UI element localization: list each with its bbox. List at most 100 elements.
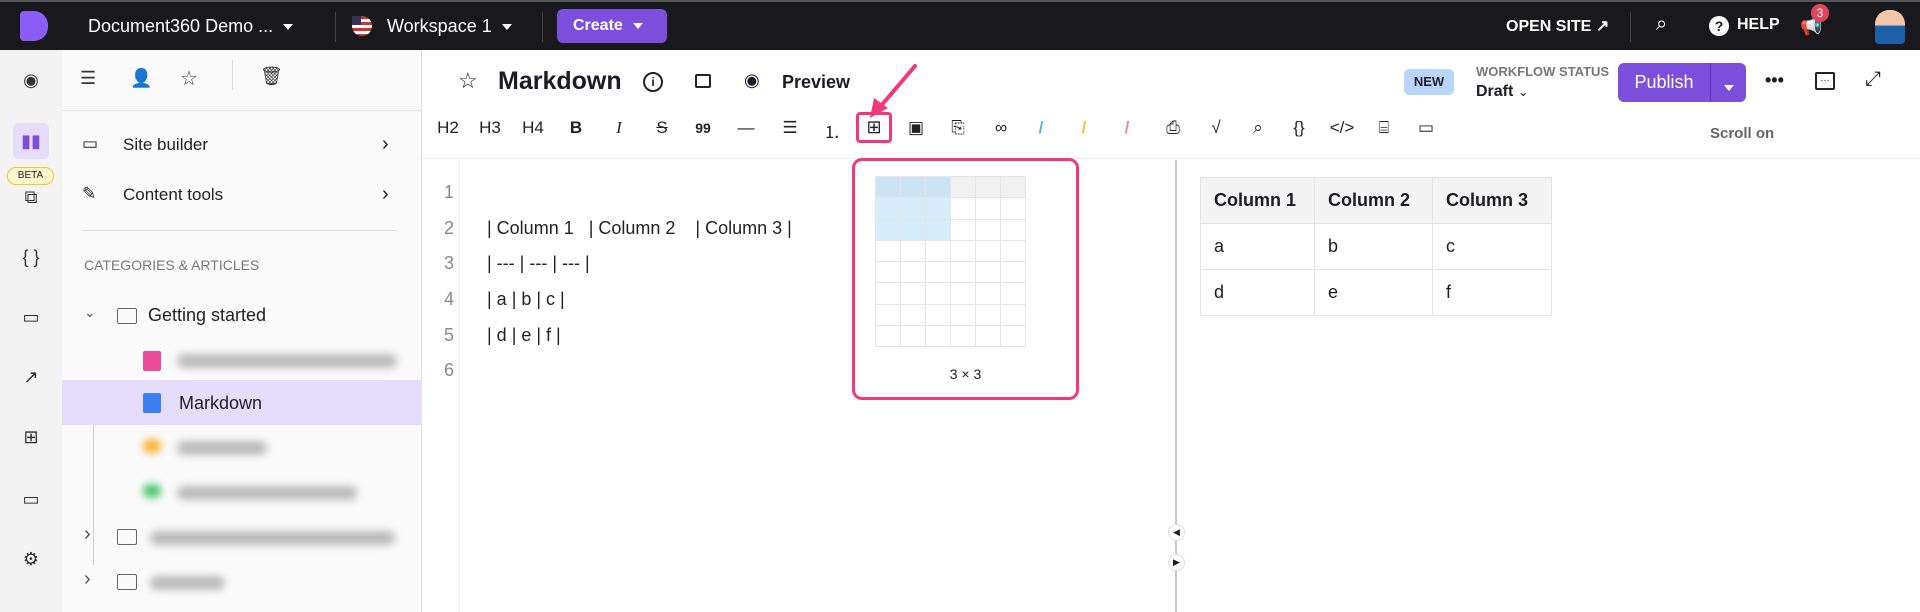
grid-cell[interactable] bbox=[901, 177, 926, 199]
grid-cell[interactable] bbox=[901, 326, 926, 348]
api-docs-icon[interactable]: ⧉ bbox=[24, 187, 38, 207]
scroll-sync-toggle[interactable]: Scroll on bbox=[1710, 125, 1775, 142]
dashboard-icon[interactable]: ◉ bbox=[23, 70, 39, 90]
grid-cell[interactable] bbox=[926, 240, 951, 263]
comment-icon[interactable]: … bbox=[1815, 72, 1835, 90]
user-check-icon[interactable]: 👤 bbox=[130, 68, 153, 88]
grid-cell[interactable] bbox=[926, 326, 951, 348]
import-file-icon[interactable]: ⎘ bbox=[951, 118, 965, 137]
site-builder-item[interactable]: ▭ Site builder › bbox=[62, 123, 422, 167]
grid-cell[interactable] bbox=[901, 240, 926, 263]
grid-cell[interactable] bbox=[1001, 326, 1026, 348]
expand-icon[interactable]: ⤢ bbox=[1865, 68, 1881, 90]
variable-icon[interactable]: {} bbox=[1293, 118, 1305, 137]
grid-cell[interactable] bbox=[976, 304, 1001, 327]
help-icon[interactable]: ? bbox=[1709, 16, 1729, 36]
more-options-icon[interactable]: ••• bbox=[1765, 70, 1784, 90]
create-button[interactable]: Create bbox=[557, 9, 667, 43]
grid-cell[interactable] bbox=[976, 283, 1001, 305]
publish-button[interactable]: Publish bbox=[1634, 72, 1694, 92]
grid-cell[interactable] bbox=[926, 198, 951, 220]
trash-icon[interactable]: 🗑 bbox=[260, 66, 283, 86]
grid-cell[interactable] bbox=[976, 219, 1001, 241]
video-icon[interactable]: ▭ bbox=[1417, 118, 1435, 137]
grid-cell[interactable] bbox=[976, 198, 1001, 220]
strikethrough-button[interactable]: S bbox=[656, 118, 668, 137]
grid-cell[interactable] bbox=[951, 304, 976, 327]
private-block-icon[interactable]: ⎙ bbox=[1166, 118, 1180, 137]
content-tools-item[interactable]: ✎ Content tools › bbox=[62, 173, 422, 217]
category-blurred[interactable]: › bbox=[62, 515, 422, 559]
heading3-button[interactable]: H3 bbox=[479, 118, 501, 137]
grid-cell[interactable] bbox=[951, 326, 976, 348]
grid-cell[interactable] bbox=[876, 326, 901, 348]
lock-icon[interactable] bbox=[695, 74, 711, 88]
settings-icon[interactable]: ⚙ bbox=[22, 549, 40, 569]
collapse-left-icon[interactable]: ◀ bbox=[1168, 524, 1185, 541]
heading4-button[interactable]: H4 bbox=[522, 118, 544, 137]
snippet-icon[interactable]: ⌸ bbox=[1378, 118, 1390, 137]
grid-cell[interactable] bbox=[926, 304, 951, 327]
preview-button[interactable]: Preview bbox=[782, 72, 851, 92]
code-line[interactable]: | --- | --- | --- | bbox=[487, 253, 590, 273]
yellow-highlight-icon[interactable]: / bbox=[1081, 118, 1087, 137]
pane-divider[interactable] bbox=[1175, 160, 1177, 612]
article-item-markdown[interactable]: Markdown bbox=[62, 380, 422, 425]
collapse-right-icon[interactable]: ▶ bbox=[1168, 554, 1185, 571]
grid-cell[interactable] bbox=[1001, 219, 1026, 241]
document360-logo[interactable] bbox=[20, 11, 48, 41]
grid-cell[interactable] bbox=[976, 262, 1001, 284]
file-search-icon[interactable]: ⌕ bbox=[1253, 118, 1263, 137]
grid-cell[interactable] bbox=[951, 219, 976, 241]
bulleted-list-icon[interactable]: ☰ bbox=[782, 118, 798, 137]
grid-cell[interactable] bbox=[1001, 262, 1026, 284]
star-icon[interactable]: ☆ bbox=[180, 68, 198, 90]
link-icon[interactable]: ∞ bbox=[994, 118, 1008, 137]
grid-cell[interactable] bbox=[901, 262, 926, 284]
grid-cell[interactable] bbox=[926, 177, 951, 199]
category-getting-started[interactable]: ⌄ Getting started bbox=[62, 294, 422, 338]
grid-cell[interactable] bbox=[1001, 283, 1026, 305]
bold-button[interactable]: B bbox=[569, 118, 583, 137]
grid-cell[interactable] bbox=[1001, 198, 1026, 220]
grid-cell[interactable] bbox=[876, 262, 901, 284]
grid-cell[interactable] bbox=[926, 219, 951, 241]
code-line[interactable]: | a | b | c | bbox=[487, 289, 565, 309]
article-title[interactable]: Markdown bbox=[498, 67, 622, 95]
code-line[interactable]: | Column 1 | Column 2 | Column 3 | bbox=[487, 218, 792, 238]
grid-cell[interactable] bbox=[951, 198, 976, 220]
info-icon[interactable]: i bbox=[643, 72, 663, 92]
help-link[interactable]: HELP bbox=[1737, 16, 1780, 33]
documentation-icon[interactable]: ▮▮ bbox=[13, 123, 49, 159]
code-icon[interactable]: { } bbox=[22, 247, 40, 267]
feedback-icon[interactable]: ▭ bbox=[22, 307, 40, 327]
code-line[interactable]: | d | e | f | bbox=[487, 325, 561, 345]
grid-cell[interactable] bbox=[1001, 177, 1026, 199]
article-item-blurred[interactable] bbox=[62, 470, 422, 514]
grid-cell[interactable] bbox=[876, 304, 901, 327]
numbered-list-icon[interactable]: ⒈ bbox=[823, 123, 841, 142]
grid-cell[interactable] bbox=[951, 283, 976, 305]
grid-cell[interactable] bbox=[951, 240, 976, 263]
grid-cell[interactable] bbox=[951, 177, 976, 199]
article-item-blurred[interactable] bbox=[62, 425, 422, 469]
code-block-icon[interactable]: </> bbox=[1329, 118, 1355, 137]
quote-button[interactable]: 99 bbox=[695, 120, 711, 136]
math-icon[interactable]: √ bbox=[1211, 118, 1221, 137]
project-selector[interactable]: Document360 Demo ... bbox=[88, 16, 294, 37]
workflow-status-dropdown[interactable]: Draft ⌄ bbox=[1476, 83, 1529, 101]
checklist-icon[interactable]: ☰ bbox=[80, 68, 97, 88]
grid-cell[interactable] bbox=[976, 177, 1001, 199]
article-item-blurred[interactable] bbox=[62, 338, 422, 382]
image-icon[interactable]: ▣ bbox=[907, 118, 925, 137]
widget-icon[interactable]: ▭ bbox=[22, 489, 40, 509]
blue-highlight-icon[interactable]: / bbox=[1038, 118, 1044, 137]
workspace-selector[interactable]: Workspace 1 bbox=[387, 16, 512, 37]
italic-button[interactable]: I bbox=[616, 118, 622, 137]
category-blurred[interactable]: › bbox=[62, 560, 422, 604]
grid-cell[interactable] bbox=[976, 326, 1001, 348]
table-grid[interactable] bbox=[875, 176, 1026, 348]
grid-cell[interactable] bbox=[876, 198, 901, 220]
grid-cell[interactable] bbox=[901, 304, 926, 327]
grid-cell[interactable] bbox=[876, 177, 901, 199]
